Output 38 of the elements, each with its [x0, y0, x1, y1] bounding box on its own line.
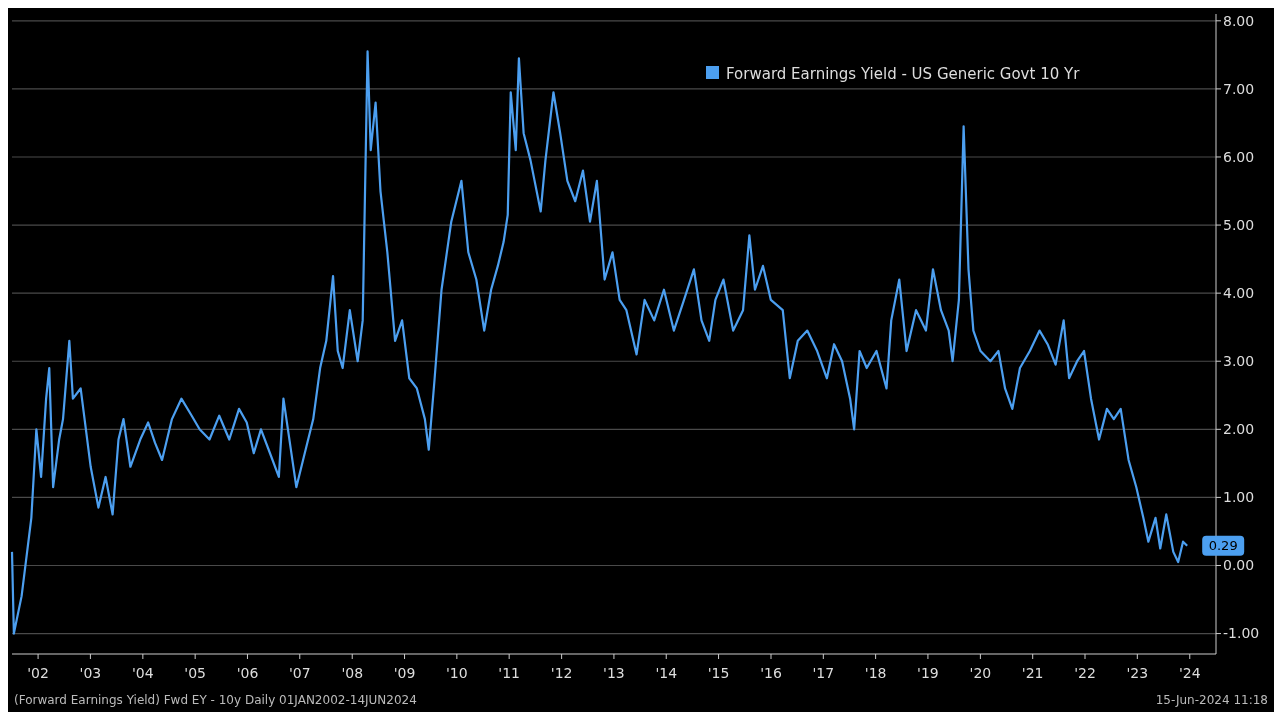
- x-tick-label: '07: [288, 665, 311, 681]
- x-tick-label: '22: [1074, 665, 1096, 681]
- x-tick-label: '02: [27, 665, 49, 681]
- text: 15-Jun-2024 11:18: [1155, 693, 1268, 707]
- x-tick-label: '16: [760, 665, 782, 681]
- y-tick-label: 0.00: [1223, 557, 1255, 574]
- x-tick-label: '21: [1021, 665, 1044, 681]
- y-tick-label: 8.00: [1223, 12, 1255, 29]
- x-tick-label: '03: [79, 665, 102, 681]
- x-tick-label: '24: [1178, 665, 1201, 681]
- x-tick-label: '13: [603, 665, 625, 681]
- y-tick-label: 7.00: [1223, 80, 1255, 97]
- y-tick-label: 3.00: [1223, 353, 1255, 370]
- y-tick-label: -1.00: [1223, 625, 1260, 642]
- x-tick-label: '09: [393, 665, 416, 681]
- x-tick-label: '12: [550, 665, 573, 681]
- line-series: [10, 50, 1189, 635]
- y-tick-label: 4.00: [1223, 285, 1255, 302]
- x-tick-label: '20: [969, 665, 992, 681]
- legend-label: Forward Earnings Yield - US Generic Govt 10 Yr: [726, 64, 1081, 83]
- x-tick-label: '06: [236, 665, 259, 681]
- y-tick-label: 1.00: [1223, 489, 1255, 506]
- x-tick-label: '19: [917, 665, 939, 681]
- x-tick-label: '08: [341, 665, 364, 681]
- annotation: 0.29: [1208, 538, 1238, 554]
- y-tick-label: 2.00: [1223, 421, 1255, 438]
- y-tick-label: 6.00: [1223, 148, 1255, 165]
- x-tick-label: '17: [812, 665, 835, 681]
- x-tick-label: '11: [498, 665, 520, 681]
- x-tick-label: '23: [1126, 665, 1149, 681]
- y-tick-label: 5.00: [1223, 216, 1255, 233]
- x-tick-label: '04: [132, 665, 154, 681]
- x-tick-label: '15: [707, 665, 730, 681]
- x-tick-label: '14: [655, 665, 678, 681]
- text: (Forward Earnings Yield) Fwd EY - 10y Daily 01JAN2002-14JUN2024: [14, 693, 417, 707]
- x-tick-label: '10: [446, 665, 468, 681]
- x-tick-label: '05: [184, 665, 206, 681]
- x-tick-label: '18: [864, 665, 887, 681]
